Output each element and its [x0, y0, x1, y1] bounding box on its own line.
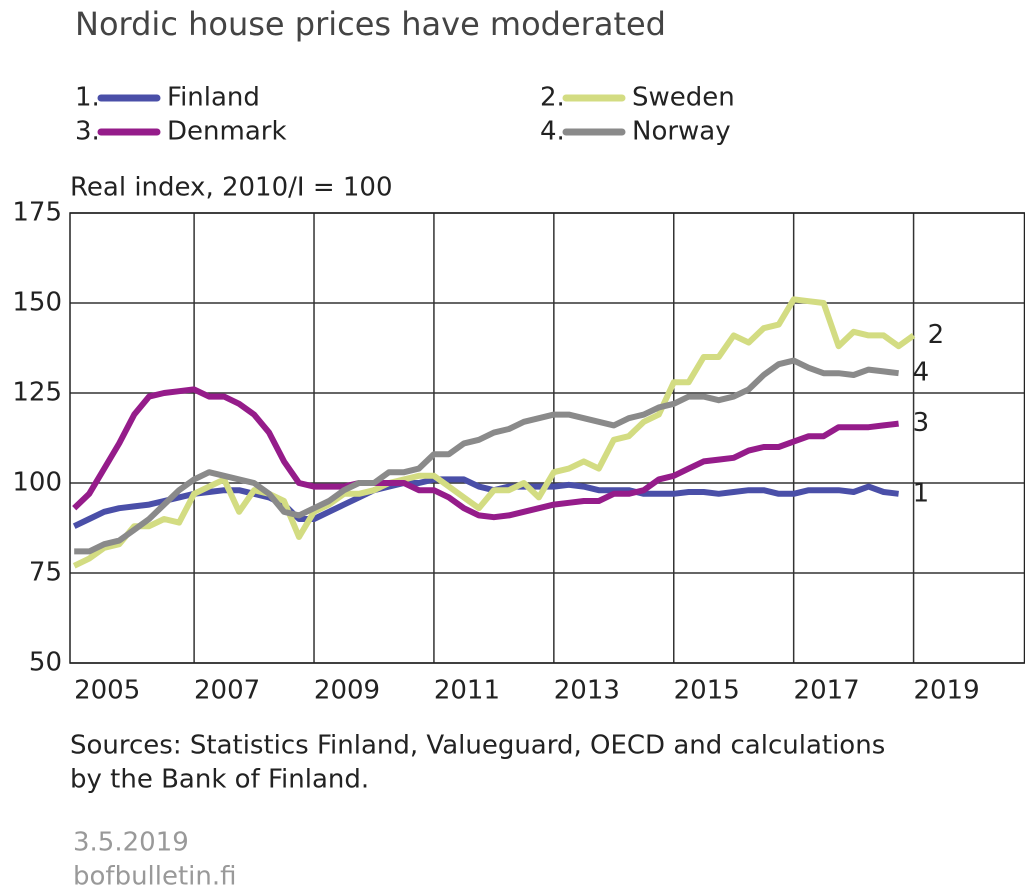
end-label: 2 [928, 320, 945, 350]
end-label: 1 [913, 478, 930, 508]
x-tick-label: 2011 [434, 676, 500, 706]
chart-title: Nordic house prices have moderated [75, 5, 666, 43]
line-series [72, 296, 916, 569]
legend-number: 4. [540, 117, 565, 147]
x-tick-label: 2019 [913, 676, 979, 706]
legend-number: 3. [75, 117, 100, 147]
legend-label: Denmark [167, 117, 287, 147]
x-tick-label: 2017 [794, 676, 860, 706]
line-series [74, 357, 899, 555]
line-series [72, 386, 899, 521]
x-tick-label: 2007 [194, 676, 260, 706]
y-axis-label: Real index, 2010/I = 100 [70, 173, 393, 203]
y-tick-label: 75 [29, 558, 62, 588]
y-tick-label: 150 [12, 288, 62, 318]
x-tick-label: 2005 [74, 676, 140, 706]
site: bofbulletin.fi [73, 862, 237, 891]
x-tick-label: 2009 [314, 676, 380, 706]
y-tick-label: 100 [12, 468, 62, 498]
date: 3.5.2019 [73, 828, 189, 858]
x-tick-label: 2013 [554, 676, 620, 706]
legend-number: 1. [75, 83, 100, 113]
end-label: 3 [913, 408, 930, 438]
legend-label: Norway [632, 117, 731, 147]
source-line: Sources: Statistics Finland, Valueguard,… [70, 731, 885, 761]
legend-label: Sweden [632, 83, 735, 113]
line-series [72, 476, 899, 529]
source-line: by the Bank of Finland. [70, 765, 369, 795]
y-tick-label: 125 [12, 378, 62, 408]
legend-number: 2. [540, 83, 565, 113]
end-label: 4 [913, 358, 930, 388]
x-tick-label: 2015 [674, 676, 740, 706]
plot-frame [69, 212, 1025, 664]
y-tick-label: 50 [29, 648, 62, 678]
y-tick-label: 175 [12, 198, 62, 228]
legend-label: Finland [167, 83, 260, 113]
